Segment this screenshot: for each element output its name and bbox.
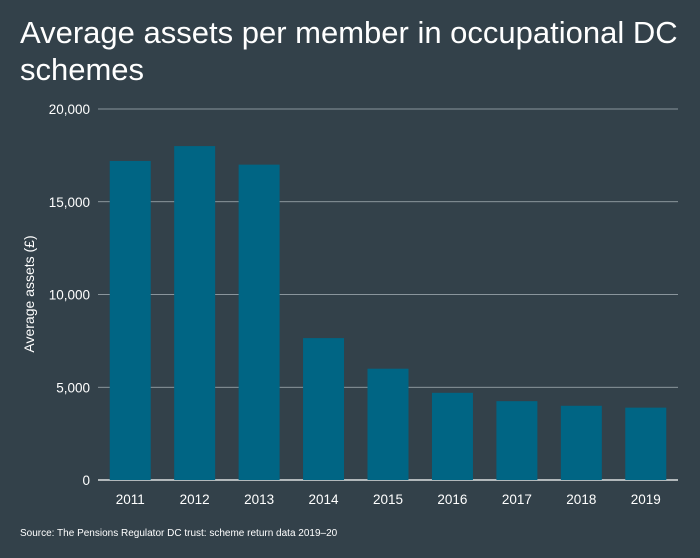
x-axis-tick-labels: 2011 2012 2013 2014 2015 2016 2017 2018 2019 xyxy=(116,492,661,507)
x-tick-label-2012: 2012 xyxy=(180,492,210,507)
bar-2011 xyxy=(109,160,151,480)
y-tick-label: 10,000 xyxy=(49,288,90,303)
chart-title: Average assets per member in occupationa… xyxy=(20,15,678,87)
x-tick-label-2019: 2019 xyxy=(631,492,661,507)
x-tick-label-2014: 2014 xyxy=(309,492,340,507)
x-tick-label-2015: 2015 xyxy=(373,492,403,507)
source-note: Source: The Pensions Regulator DC trust:… xyxy=(20,528,338,539)
x-tick-label-2011: 2011 xyxy=(116,492,145,507)
y-axis-title: Average assets (£) xyxy=(21,235,37,352)
y-tick-label: 20,000 xyxy=(49,102,90,117)
bar-2017 xyxy=(496,401,538,480)
x-tick-label-2016: 2016 xyxy=(437,492,467,507)
bar-2014 xyxy=(303,338,345,480)
x-tick-label-2017: 2017 xyxy=(502,492,532,507)
y-tick-label: 5,000 xyxy=(56,380,90,395)
bar-2012 xyxy=(174,146,216,480)
y-tick-label: 0 xyxy=(82,473,90,488)
y-tick-label: 15,000 xyxy=(49,195,90,210)
bar-2015 xyxy=(367,368,409,480)
bar-2016 xyxy=(431,392,473,480)
x-tick-label-2018: 2018 xyxy=(566,492,596,507)
bar-2018 xyxy=(560,405,602,480)
bar-2013 xyxy=(238,164,280,480)
bar-2019 xyxy=(625,407,667,480)
y-axis-tick-labels: 0 5,000 10,000 15,000 20,000 xyxy=(49,102,90,488)
x-tick-label-2013: 2013 xyxy=(244,492,274,507)
bars xyxy=(109,146,667,480)
